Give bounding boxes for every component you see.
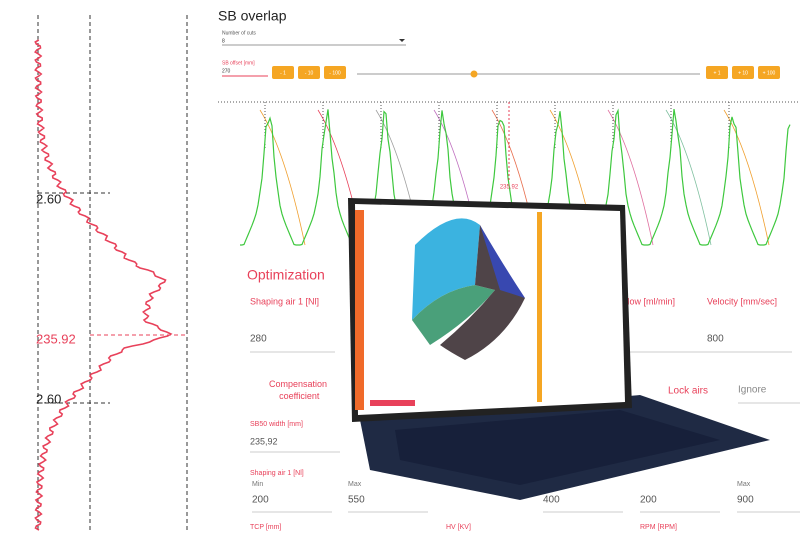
button-label: - 10 [305,70,314,76]
text-line: Compensation [269,379,327,389]
heatmap [440,225,525,360]
field-label: SB50 width [mm] [250,421,303,428]
section-title: Optimization [247,267,325,283]
field-value: 235,92 [250,436,278,446]
field-value: 200 [640,495,657,506]
field-value: Ignore [738,385,767,396]
field-label: Number of cuts [222,30,256,36]
button[interactable]: + 10 [732,66,754,79]
cut-curve [259,109,306,246]
cut-curve [723,109,770,246]
plot-label: 235.92 [36,331,76,346]
sidebar [355,210,364,410]
button[interactable]: - 1 [272,66,294,79]
slider-knob[interactable] [470,70,478,78]
field-label: Compensation coefficient [269,379,327,401]
button-label: - 100 [329,70,341,76]
laptop [348,198,770,500]
profile-curve [34,39,173,531]
cut-curve [607,109,654,246]
button[interactable]: - 100 [324,66,346,79]
button-bg [272,66,294,79]
field-label: TCP [mm] [250,524,281,531]
button-bg [758,66,780,79]
heatmap [480,225,525,298]
field-label: Lock airs [668,386,708,397]
center-label: 235.92 [500,185,519,191]
panel-title: SB overlap [218,8,287,24]
button-label: + 10 [738,70,748,76]
dropdown-arrow [399,39,405,42]
button-bg [298,66,320,79]
button-bg [324,66,346,79]
button-label: + 1 [713,70,720,76]
field-value: 8 [222,38,225,44]
plot-label: 2.60 [36,391,61,406]
status-bar [370,400,415,406]
field-label: Max [737,481,751,488]
cut-curve [665,109,712,246]
heatmap [412,218,480,320]
button-bg [732,66,754,79]
field-label: SB offset [mm] [222,60,255,66]
field-value: 550 [348,495,365,506]
field-value: 280 [250,334,267,345]
button-label: - 1 [280,70,286,76]
button[interactable]: + 1 [706,66,728,79]
button[interactable]: - 10 [298,66,320,79]
button-bg [706,66,728,79]
field-value: 200 [252,495,269,506]
field-value: 800 [707,334,724,345]
button[interactable]: + 100 [758,66,780,79]
field-label: Min [252,481,263,488]
plot-label: 2.60 [36,191,61,206]
divider [537,212,542,402]
left-plot [37,15,188,533]
keyboard [395,410,720,485]
field-label: flow [ml/min] [625,296,675,306]
field-label: Max [348,481,362,488]
field-label: Shaping air 1 [Nl] [250,296,319,306]
text-line: coefficient [277,391,320,401]
field-value: 900 [737,495,754,506]
field-value: 400 [543,495,560,506]
field-label: Shaping air 1 [Nl] [250,470,304,477]
button-label: + 100 [763,70,776,76]
field-label: HV [KV] [446,524,471,531]
heatmap [412,285,495,345]
field-value: 270 [222,68,231,74]
field-label: Velocity [mm/sec] [707,296,777,306]
field-label: RPM [RPM] [640,524,677,531]
